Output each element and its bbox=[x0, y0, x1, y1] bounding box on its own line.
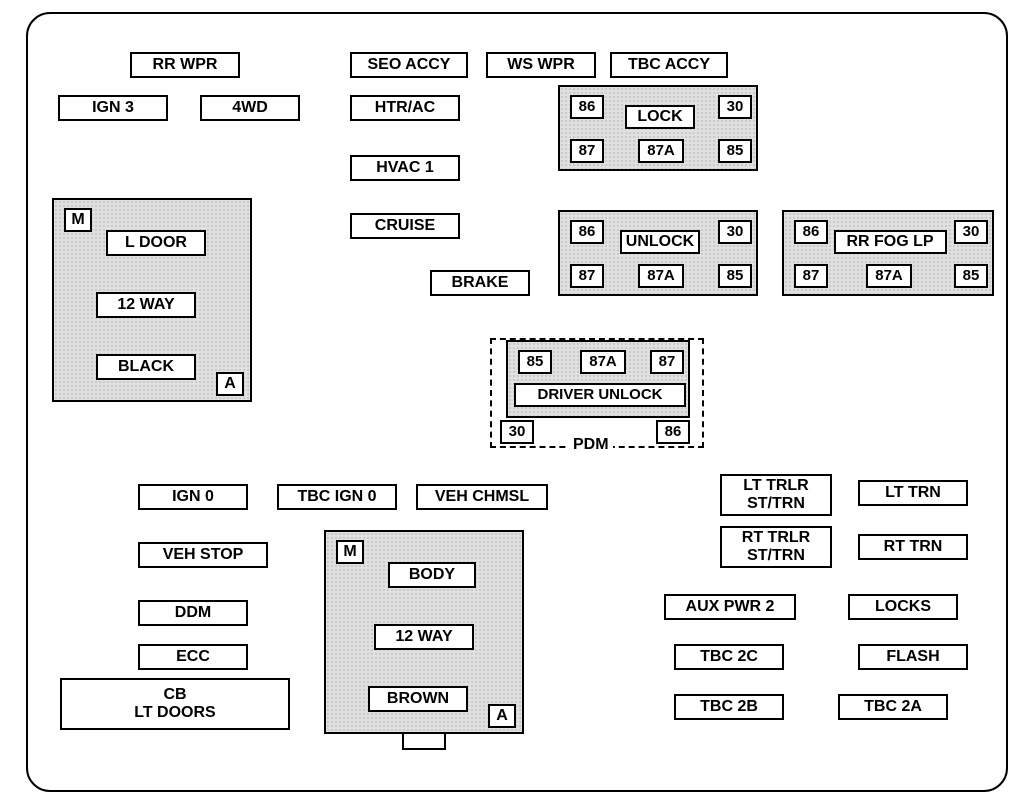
fuse-flash: FLASH bbox=[858, 644, 968, 670]
relay-lock-label: LOCK bbox=[625, 105, 695, 129]
relay-unlock-pin-30: 30 bbox=[718, 220, 752, 244]
fuse-cb-lt-doors: CB LT DOORS bbox=[60, 678, 290, 730]
connector-body: M BODY 12 WAY BROWN A bbox=[324, 530, 524, 734]
fuse-tbc-2c: TBC 2C bbox=[674, 644, 784, 670]
fuse-ign-3: IGN 3 bbox=[58, 95, 168, 121]
fuse-htr-ac: HTR/AC bbox=[350, 95, 460, 121]
relay-rr-fog-lp-pin-30: 30 bbox=[954, 220, 988, 244]
relay-rr-fog-lp: 86 30 87 87A 85 RR FOG LP bbox=[782, 210, 994, 296]
relay-lock-pin-85: 85 bbox=[718, 139, 752, 163]
relay-rr-fog-lp-pin-85: 85 bbox=[954, 264, 988, 288]
connector-l-door: M L DOOR 12 WAY BLACK A bbox=[52, 198, 252, 402]
fuse-veh-stop: VEH STOP bbox=[138, 542, 268, 568]
fuse-lt-trn: LT TRN bbox=[858, 480, 968, 506]
fuse-veh-chmsl: VEH CHMSL bbox=[416, 484, 548, 510]
relay-unlock-pin-87: 87 bbox=[570, 264, 604, 288]
relay-unlock-pin-85: 85 bbox=[718, 264, 752, 288]
relay-driver-unlock-pin-30: 30 bbox=[500, 420, 534, 444]
connector-body-m: M bbox=[336, 540, 364, 564]
relay-rr-fog-lp-pin-87: 87 bbox=[794, 264, 828, 288]
fuse-ecc: ECC bbox=[138, 644, 248, 670]
fuse-hvac-1: HVAC 1 bbox=[350, 155, 460, 181]
fuse-tbc-2b: TBC 2B bbox=[674, 694, 784, 720]
relay-rr-fog-lp-pin-87A: 87A bbox=[866, 264, 912, 288]
relay-rr-fog-lp-pin-86: 86 bbox=[794, 220, 828, 244]
connector-body-tab bbox=[402, 734, 446, 750]
fuse-ws-wpr: WS WPR bbox=[486, 52, 596, 78]
fuse-aux-pwr-2: AUX PWR 2 bbox=[664, 594, 796, 620]
connector-l-door-black: BLACK bbox=[96, 354, 196, 380]
fuse-4wd: 4WD bbox=[200, 95, 300, 121]
fuse-ddm: DDM bbox=[138, 600, 248, 626]
fuse-tbc-2a: TBC 2A bbox=[838, 694, 948, 720]
relay-unlock: 86 30 87 87A 85 UNLOCK bbox=[558, 210, 758, 296]
fuse-rr-wpr: RR WPR bbox=[130, 52, 240, 78]
group-pdm-label: PDM bbox=[569, 436, 613, 454]
fuse-ign-0: IGN 0 bbox=[138, 484, 248, 510]
connector-body-brown: BROWN bbox=[368, 686, 468, 712]
relay-driver-unlock-pin-87A: 87A bbox=[580, 350, 626, 374]
relay-unlock-pin-87A: 87A bbox=[638, 264, 684, 288]
relay-lock-pin-86: 86 bbox=[570, 95, 604, 119]
connector-body-a: A bbox=[488, 704, 516, 728]
relay-unlock-pin-86: 86 bbox=[570, 220, 604, 244]
fuse-lt-trlr: LT TRLR ST/TRN bbox=[720, 474, 832, 516]
fuse-tbc-ign-0: TBC IGN 0 bbox=[277, 484, 397, 510]
relay-lock-pin-87: 87 bbox=[570, 139, 604, 163]
connector-l-door-a: A bbox=[216, 372, 244, 396]
relay-lock: 86 30 87 87A 85 LOCK bbox=[558, 85, 758, 171]
relay-driver-unlock-pin-85: 85 bbox=[518, 350, 552, 374]
fuse-rt-trn: RT TRN bbox=[858, 534, 968, 560]
fuse-rt-trlr: RT TRLR ST/TRN bbox=[720, 526, 832, 568]
relay-driver-unlock: 85 87A 87 DRIVER UNLOCK bbox=[506, 340, 690, 418]
fuse-box-diagram: RR WPR SEO ACCY WS WPR TBC ACCY IGN 3 4WD HTR/… bbox=[0, 0, 1035, 806]
relay-unlock-label: UNLOCK bbox=[620, 230, 700, 254]
relay-rr-fog-lp-label: RR FOG LP bbox=[834, 230, 947, 254]
relay-lock-pin-87A: 87A bbox=[638, 139, 684, 163]
relay-driver-unlock-pin-86: 86 bbox=[656, 420, 690, 444]
relay-driver-unlock-pin-87: 87 bbox=[650, 350, 684, 374]
fuse-locks: LOCKS bbox=[848, 594, 958, 620]
connector-l-door-m: M bbox=[64, 208, 92, 232]
fuse-seo-accy: SEO ACCY bbox=[350, 52, 468, 78]
fuse-brake: BRAKE bbox=[430, 270, 530, 296]
connector-l-door-12-way: 12 WAY bbox=[96, 292, 196, 318]
relay-driver-unlock-label: DRIVER UNLOCK bbox=[514, 383, 686, 407]
relay-lock-pin-30: 30 bbox=[718, 95, 752, 119]
fuse-cruise: CRUISE bbox=[350, 213, 460, 239]
connector-body-12-way: 12 WAY bbox=[374, 624, 474, 650]
connector-body-body: BODY bbox=[388, 562, 476, 588]
connector-l-door-l-door: L DOOR bbox=[106, 230, 206, 256]
fuse-tbc-accy: TBC ACCY bbox=[610, 52, 728, 78]
